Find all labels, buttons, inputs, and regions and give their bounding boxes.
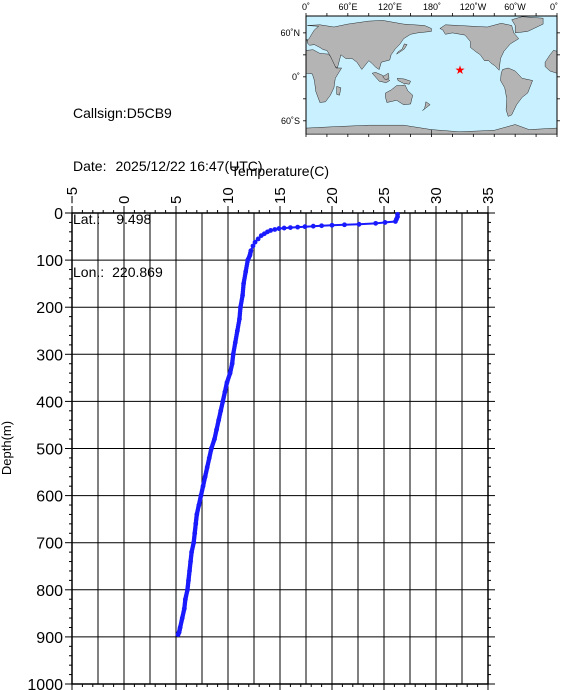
y-tick-labels: 0 100 200 300 400 500 600 700 800 900 1000 [27, 206, 63, 690]
x-tick-label: 30 [428, 187, 445, 204]
land-indonesia [371, 72, 391, 83]
data-point [329, 222, 335, 228]
map-top-label: 60˚E [338, 2, 357, 12]
date-value: 2025/12/22 16:47(UTC) [115, 158, 263, 174]
x-axis-label: Temperature(C) [231, 163, 329, 179]
land-europe-edge [306, 39, 308, 42]
land-greenland [511, 16, 544, 34]
x-tick-label: 20 [324, 187, 341, 204]
y-tick-label: 900 [36, 630, 63, 647]
callsign-label: Callsign: [73, 105, 127, 121]
land-new-zealand [422, 101, 431, 111]
map-top-label: 120˚E [378, 2, 402, 12]
land-africa [306, 49, 342, 103]
y-tick-label: 1000 [27, 677, 63, 690]
land-new-guinea [397, 78, 411, 85]
lat-line: Lat.: 9.498 [73, 211, 263, 227]
map-left-label: 60˚S [281, 116, 300, 126]
land-north-america [439, 23, 520, 71]
x-tick-label: 35 [480, 187, 497, 204]
data-point [276, 226, 282, 231]
data-point [258, 233, 264, 239]
data-point [250, 243, 256, 249]
x-tick-label: 15 [272, 187, 289, 204]
map-left-labels: 60˚N 0˚ 60˚S [280, 28, 300, 126]
data-point [288, 225, 293, 231]
y-tick-label: 800 [36, 583, 63, 600]
chart-grid [71, 212, 489, 685]
lat-value: 9.498 [116, 211, 152, 227]
callsign-line: Callsign:D5CB9 [73, 105, 263, 121]
data-point [237, 314, 242, 320]
data-point [255, 236, 261, 242]
data-point [233, 338, 238, 343]
land-africa-west [544, 50, 557, 74]
y-tick-label: 600 [36, 489, 63, 506]
x-tick-label: −5 [64, 187, 81, 204]
y-tick-label: 300 [36, 347, 63, 364]
data-point [235, 326, 240, 331]
map-top-label: 180˚ [423, 2, 441, 12]
land-eurasia [307, 20, 432, 70]
y-tick-label: 0 [54, 206, 63, 223]
data-point [238, 303, 244, 308]
map-left-label: 0˚ [292, 72, 300, 82]
data-point [342, 222, 347, 228]
data-point [356, 221, 362, 227]
lon-label: Lon.: [73, 264, 105, 280]
data-point [393, 219, 398, 224]
lat-label: Lat.: [73, 211, 101, 227]
data-point [231, 350, 236, 355]
map-left-label: 60˚N [280, 28, 300, 38]
data-point [295, 224, 301, 230]
chart-ticks [65, 206, 495, 690]
map-top-label: 0˚ [550, 2, 558, 12]
x-tick-label: 5 [168, 196, 185, 204]
map-land [306, 16, 557, 135]
x-tick-labels: −5 0 5 10 15 20 25 30 35 [64, 187, 497, 204]
data-point [382, 220, 388, 225]
data-point [176, 631, 181, 637]
temperature-line [177, 214, 399, 635]
map-top-label: 0˚ [302, 2, 310, 12]
map-top-labels: 0˚ 60˚E 120˚E 180˚ 120˚W 60˚W 0˚ [302, 2, 558, 12]
data-point [240, 291, 245, 296]
x-tick-label: 25 [376, 187, 393, 204]
data-point [272, 227, 278, 232]
data-point [252, 239, 258, 245]
map-top-label: 60˚W [504, 2, 526, 12]
y-tick-label: 200 [36, 300, 63, 317]
data-point [302, 224, 308, 230]
data-point [243, 267, 249, 273]
land-south-america [500, 67, 533, 117]
data-point [281, 225, 287, 231]
data-point [319, 223, 324, 229]
map-top-label: 120˚W [460, 2, 487, 12]
land-madagascar [336, 86, 342, 96]
station-marker-icon: ★ [455, 63, 466, 77]
data-point [373, 220, 379, 226]
x-tick-label: 0 [116, 196, 133, 204]
y-tick-label: 400 [36, 394, 63, 411]
y-tick-label: 100 [36, 253, 63, 270]
x-tick-label: 10 [220, 187, 237, 204]
data-point [310, 223, 316, 229]
data-point [241, 279, 247, 284]
land-japan [396, 43, 408, 55]
y-tick-label: 700 [36, 536, 63, 553]
y-tick-label: 500 [36, 442, 63, 459]
station-info: Callsign:D5CB9 Date: 2025/12/22 16:47(UTC… [73, 73, 263, 296]
date-line: Date: 2025/12/22 16:47(UTC) [73, 158, 263, 174]
y-axis-label: Depth(m) [0, 421, 14, 475]
land-australia [385, 84, 413, 105]
world-map: 0˚ 60˚E 120˚E 180˚ 120˚W 60˚W 0˚ 60˚N 0˚ 60˚S ★ [280, 2, 560, 137]
callsign-value: D5CB9 [126, 105, 172, 121]
land-borneo [382, 72, 390, 81]
date-label: Date: [73, 158, 107, 174]
temperature-series [175, 212, 400, 637]
map-frame-ticks [303, 13, 560, 137]
